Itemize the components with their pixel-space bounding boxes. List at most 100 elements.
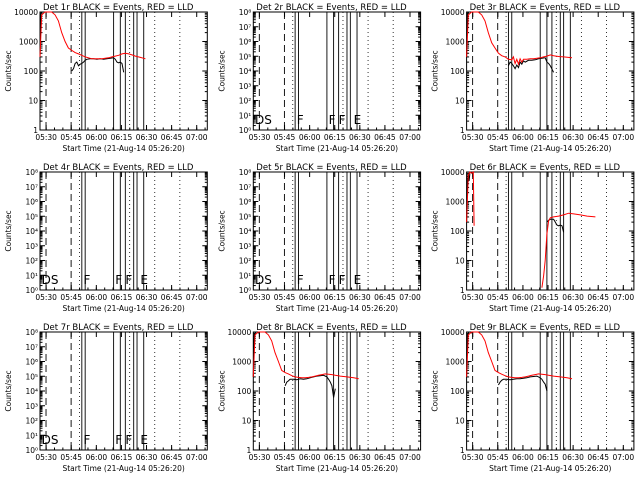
x-tick-label: 05:30 (249, 133, 271, 142)
plot-frame (39, 331, 208, 451)
x-tick-label: 07:00 (399, 453, 421, 462)
x-tick-label: 06:30 (349, 133, 371, 142)
panel-title: Det 1r BLACK = Events, RED = LLD (43, 3, 194, 13)
x-tick-label: 05:45 (487, 133, 509, 142)
y-tick-label: 10³ (239, 242, 252, 251)
x-tick-label: 07:00 (612, 133, 634, 142)
x-tick-label: 06:30 (136, 293, 158, 302)
flag-letter: E (354, 113, 362, 127)
y-tick-label: 1 (33, 126, 38, 135)
x-tick-label: 06:15 (537, 293, 559, 302)
y-tick-label: 10⁵ (239, 212, 252, 221)
x-tick-label: 05:30 (35, 293, 57, 302)
y-tick-label: 1000 (19, 38, 38, 47)
flag-letter: F (329, 273, 336, 287)
y-tick-label: 10000 (14, 8, 38, 17)
detector-panel: Det 5r BLACK = Events, RED = LLD 10⁰ 10¹ 10… (217, 163, 422, 313)
plot-frame (39, 171, 208, 291)
flag-letter: E (354, 273, 362, 287)
y-tick-label: 10⁶ (239, 38, 252, 47)
y-tick-label: 1 (460, 446, 465, 455)
x-tick-label: 06:00 (86, 453, 108, 462)
x-tick-label: 06:45 (587, 133, 609, 142)
y-tick-label: 10³ (239, 82, 252, 91)
plot-frame (466, 331, 635, 451)
x-tick-label: 06:00 (299, 293, 321, 302)
flag-letter: DS (42, 433, 59, 447)
x-tick-label: 06:15 (324, 133, 346, 142)
flag-letter: E (140, 273, 148, 287)
y-axis-label: Counts/sec (431, 50, 440, 91)
y-tick-label: 1 (247, 446, 252, 455)
y-tick-label: 10⁴ (239, 227, 252, 236)
lld-series-line (252, 331, 359, 380)
x-tick-label: 06:00 (299, 453, 321, 462)
y-tick-label: 10⁸ (239, 8, 252, 17)
x-tick-label: 05:45 (487, 453, 509, 462)
x-tick-label: 05:45 (274, 133, 296, 142)
x-tick-label: 06:45 (587, 453, 609, 462)
x-tick-label: 05:45 (274, 293, 296, 302)
x-axis-label: Start Time (21-Aug-14 05:26:20) (276, 464, 398, 473)
flag-letter: DS (255, 273, 272, 287)
plot-frame (466, 11, 635, 131)
y-tick-label: 10⁴ (25, 227, 38, 236)
x-tick-label: 07:00 (612, 453, 634, 462)
x-tick-label: 06:45 (374, 133, 396, 142)
plot-frame (252, 331, 422, 451)
x-tick-label: 07:00 (186, 293, 208, 302)
y-tick-label: 100 (24, 67, 39, 76)
plot-frame (466, 171, 635, 291)
y-tick-label: 10 (28, 97, 38, 106)
y-tick-label: 1000 (446, 38, 465, 47)
y-tick-label: 10² (25, 257, 38, 266)
flag-letter: F (115, 273, 122, 287)
detector-panel: Det 8r BLACK = Events, RED = LLD 1 10 100 10… (217, 323, 422, 473)
y-axis-label: Counts/sec (217, 210, 226, 251)
flag-letter: F (339, 273, 346, 287)
x-axis-label: Start Time (21-Aug-14 05:26:20) (62, 304, 184, 313)
flag-letter: E (140, 433, 148, 447)
y-tick-label: 10⁸ (25, 328, 38, 337)
events-series-line (252, 331, 336, 398)
y-tick-label: 10² (239, 257, 252, 266)
y-tick-label: 10⁷ (239, 183, 252, 192)
x-tick-label: 05:45 (487, 293, 509, 302)
detector-panel: Det 3r BLACK = Events, RED = LLD 1 10 100 10… (431, 3, 635, 153)
panel-title: Det 7r BLACK = Events, RED = LLD (43, 323, 194, 333)
x-tick-label: 06:30 (349, 453, 371, 462)
x-tick-label: 07:00 (399, 133, 421, 142)
y-axis-label: Counts/sec (4, 50, 13, 91)
x-tick-label: 05:45 (60, 133, 82, 142)
panel-title: Det 2r BLACK = Events, RED = LLD (256, 3, 407, 13)
x-tick-label: 06:45 (161, 133, 183, 142)
y-tick-label: 10⁵ (25, 212, 38, 221)
y-tick-label: 10000 (441, 8, 465, 17)
y-tick-label: 10⁰ (239, 126, 252, 135)
x-tick-label: 05:45 (60, 453, 82, 462)
flag-letter: F (83, 273, 90, 287)
y-tick-label: 10 (455, 417, 465, 426)
detector-panel: Det 6r BLACK = Events, RED = LLD 1 10 100 10… (431, 163, 635, 313)
y-tick-label: 10⁴ (25, 387, 38, 396)
y-axis-label: Counts/sec (431, 210, 440, 251)
x-tick-label: 06:15 (324, 293, 346, 302)
x-axis-label: Start Time (21-Aug-14 05:26:20) (276, 304, 398, 313)
y-tick-label: 100 (450, 387, 465, 396)
x-axis-label: Start Time (21-Aug-14 05:26:20) (62, 464, 184, 473)
x-tick-label: 06:00 (86, 293, 108, 302)
y-tick-label: 10⁰ (239, 286, 252, 295)
flag-letter: F (329, 113, 336, 127)
x-tick-label: 05:30 (249, 293, 271, 302)
x-axis-label: Start Time (21-Aug-14 05:26:20) (489, 464, 611, 473)
x-tick-label: 05:45 (274, 453, 296, 462)
flag-letter: F (125, 433, 132, 447)
x-tick-label: 05:30 (249, 453, 271, 462)
y-tick-label: 100 (450, 67, 465, 76)
y-axis-label: Counts/sec (4, 370, 13, 411)
panel-title: Det 3r BLACK = Events, RED = LLD (470, 3, 621, 13)
y-tick-label: 10⁰ (25, 446, 38, 455)
panel-title: Det 5r BLACK = Events, RED = LLD (256, 163, 407, 173)
y-tick-label: 10 (455, 257, 465, 266)
